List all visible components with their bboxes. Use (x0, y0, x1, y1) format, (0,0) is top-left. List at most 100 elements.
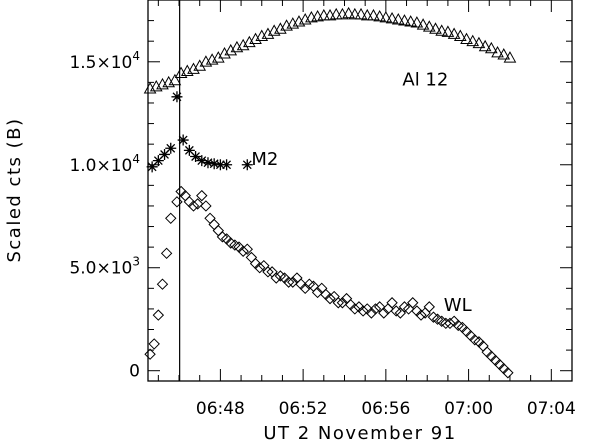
y-tick-label: 5.0×103 (69, 255, 140, 279)
asterisk-marker (171, 91, 183, 103)
triangle-marker (497, 48, 511, 60)
triangle-marker (398, 14, 411, 26)
triangle-marker (460, 32, 473, 45)
triangle-marker (187, 62, 200, 74)
asterisk-marker (196, 155, 208, 167)
diamond-marker (208, 218, 220, 231)
diamond-marker (407, 297, 419, 309)
asterisk-marker (177, 134, 189, 146)
triangle-marker (242, 35, 256, 48)
diamond-marker (160, 247, 173, 260)
x-axis-label: UT 2 November 91 (263, 423, 456, 444)
series-wl (144, 185, 514, 379)
diamond-marker (282, 276, 295, 288)
tick-marks (148, 0, 573, 381)
triangle-marker (416, 18, 430, 30)
diamond-marker (415, 309, 427, 321)
triangle-marker (466, 34, 480, 47)
diamond-marker (200, 200, 212, 212)
asterisk-marker (208, 158, 220, 170)
asterisk-marker (152, 155, 164, 167)
diamond-marker (332, 297, 344, 309)
diamond-marker (262, 266, 274, 278)
diamond-marker (502, 367, 514, 379)
diamond-marker (148, 338, 160, 350)
triangle-marker (261, 27, 275, 39)
y-tick-label: 1.0×104 (69, 152, 140, 176)
series-label: Al 12 (402, 69, 448, 90)
asterisk-marker (221, 159, 233, 171)
triangle-marker (274, 22, 287, 34)
diamond-marker (196, 189, 208, 202)
triangle-marker (441, 25, 455, 37)
triangle-marker (379, 10, 393, 23)
diamond-marker (156, 278, 169, 290)
triangle-marker (447, 27, 461, 39)
triangle-marker (435, 24, 449, 36)
diamond-marker (212, 224, 225, 237)
triangle-marker (342, 6, 355, 19)
triangle-marker (478, 39, 492, 52)
y-tick-mantissa: 1.0×10 (69, 156, 132, 176)
diamond-marker (423, 301, 435, 313)
y-axis-label: Scaled cts (B) (4, 117, 25, 262)
asterisk-marker (241, 159, 253, 171)
triangle-marker (317, 8, 331, 21)
triangle-marker (422, 20, 436, 32)
diamond-marker (311, 286, 324, 299)
triangle-marker (211, 51, 225, 63)
triangle-marker (367, 8, 380, 21)
x-tick-label: 06:52 (279, 399, 328, 419)
series-label: M2 (251, 149, 278, 170)
asterisk-marker (165, 142, 177, 154)
triangle-marker (224, 43, 238, 56)
triangle-marker (373, 9, 386, 22)
triangle-marker (348, 7, 362, 20)
diamond-marker (187, 200, 200, 212)
diamond-marker (357, 305, 369, 317)
triangle-marker (404, 15, 418, 27)
series-label: WL (444, 295, 472, 316)
diamond-marker (386, 297, 398, 309)
y-tick-mantissa: 5.0×10 (69, 259, 132, 279)
diamond-marker (378, 307, 390, 319)
diamond-marker (237, 245, 249, 257)
triangle-marker (491, 45, 504, 58)
x-tick-label: 07:00 (444, 399, 493, 419)
triangle-marker (218, 47, 231, 59)
y-tick-label: 0 (129, 362, 140, 382)
y-tick-mantissa: 0 (129, 362, 140, 382)
x-tick-label: 06:56 (361, 399, 410, 419)
y-tick-exponent: 4 (132, 152, 140, 166)
triangle-marker (391, 13, 405, 25)
diamond-marker (270, 272, 282, 284)
triangle-marker (168, 73, 182, 86)
asterisk-marker (202, 157, 214, 169)
triangle-marker (453, 29, 467, 41)
triangle-marker (484, 41, 498, 54)
asterisk-marker (190, 151, 202, 163)
triangle-marker (249, 32, 262, 45)
diamond-marker (171, 196, 183, 208)
triangle-marker (193, 59, 207, 71)
diamond-marker (287, 276, 299, 288)
diamond-marker (152, 309, 165, 321)
diamond-marker (241, 243, 253, 255)
diamond-marker (144, 348, 156, 360)
diamond-marker (444, 317, 456, 330)
y-tick-exponent: 3 (132, 255, 140, 269)
triangle-marker (329, 7, 343, 20)
triangle-marker (429, 22, 442, 34)
asterisk-marker (146, 161, 158, 173)
y-tick-mantissa: 1.5×10 (69, 53, 132, 73)
diamond-marker (349, 303, 361, 315)
triangle-marker (410, 16, 424, 28)
diamond-marker (336, 297, 349, 309)
diamond-marker (365, 307, 378, 319)
triangle-marker (385, 12, 399, 24)
diamond-marker (324, 292, 336, 305)
diamond-marker (253, 262, 266, 274)
y-tick-exponent: 4 (132, 49, 140, 63)
diamond-marker (369, 303, 382, 315)
